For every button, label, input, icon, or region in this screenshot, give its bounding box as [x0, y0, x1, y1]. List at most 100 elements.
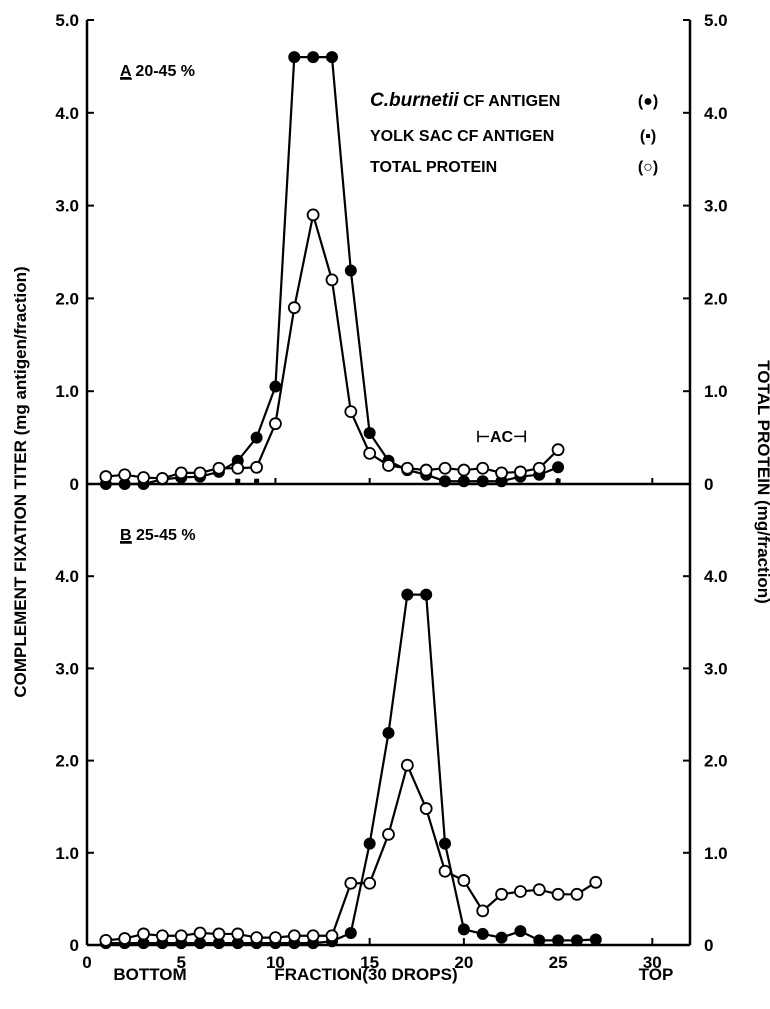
- panel-range: 20-45 %: [131, 63, 195, 80]
- data-point-open: [344, 876, 358, 890]
- data-point-open: [250, 460, 263, 474]
- series-filled-circle: [99, 51, 565, 490]
- y-axis-title-left: COMPLEMENT FIXATION TITER (mg antigen/fr…: [11, 266, 30, 697]
- data-point-open: [532, 883, 546, 897]
- data-point-square: [555, 478, 561, 484]
- legend-label-text: TOTAL PROTEIN: [370, 159, 497, 176]
- legend-symbol: (●): [638, 93, 658, 110]
- series-open-circle: [99, 208, 565, 485]
- data-point-open: [476, 461, 490, 475]
- data-point-open: [174, 466, 188, 480]
- data-point-open: [174, 929, 188, 943]
- y-tick-label-right: 0: [704, 475, 713, 494]
- data-point-open: [212, 927, 226, 941]
- data-point-open: [363, 446, 377, 460]
- y-tick-label-right: 1.0: [704, 844, 728, 863]
- data-point-filled: [325, 51, 338, 64]
- x-tick-label: 15: [360, 953, 379, 972]
- data-point-open: [325, 929, 339, 943]
- data-point-open: [306, 929, 320, 943]
- y-tick-label-right: 0: [704, 936, 713, 955]
- data-point-filled: [552, 461, 565, 474]
- data-point-filled: [439, 475, 452, 488]
- data-point-filled: [344, 927, 357, 940]
- data-point-filled: [495, 931, 508, 944]
- y-tick-label-right: 5.0: [704, 11, 728, 30]
- x-tick-label: 5: [176, 953, 185, 972]
- data-point-open: [137, 927, 150, 941]
- data-point-open: [419, 463, 433, 477]
- y-tick-label-left: 1.0: [55, 382, 79, 401]
- data-point-open: [551, 887, 565, 901]
- y-tick-label-left: 4.0: [55, 567, 79, 586]
- data-point-open: [193, 466, 207, 480]
- legend-label: C.burnetii CF ANTIGEN: [370, 90, 560, 111]
- data-point-filled: [476, 927, 489, 940]
- data-point-filled: [420, 588, 433, 601]
- axes-layer: [85, 19, 692, 947]
- data-point-open: [269, 931, 282, 945]
- data-point-open: [419, 802, 433, 815]
- y-tick-label-right: 4.0: [704, 567, 728, 586]
- y-axis-title-right: TOTAL PROTEIN (mg/fraction): [754, 360, 770, 604]
- legend-label-text: YOLK SAC CF ANTIGEN: [370, 128, 554, 145]
- data-point-open: [99, 933, 113, 947]
- y-tick-label-left: 0: [70, 936, 79, 955]
- data-point-open: [532, 461, 546, 475]
- series-layer: [99, 51, 603, 950]
- series-open-circle: [99, 758, 603, 947]
- x-tick-label: 0: [82, 953, 91, 972]
- data-point-filled: [363, 426, 376, 439]
- panel-label: A 20-45 %: [120, 63, 195, 80]
- data-point-filled: [269, 380, 282, 393]
- y-tick-label-left: 0: [70, 475, 79, 494]
- data-point-filled: [288, 51, 301, 64]
- data-point-open: [382, 827, 395, 841]
- data-point-open: [287, 929, 301, 943]
- data-point-open: [99, 470, 113, 483]
- data-point-open: [250, 931, 263, 945]
- legend-label: YOLK SAC CF ANTIGEN: [370, 128, 554, 145]
- data-point-open: [306, 208, 320, 222]
- data-point-open: [570, 887, 584, 901]
- series-line: [105, 56, 559, 486]
- x-axis-title: FRACTION(30 DROPS): [274, 965, 457, 984]
- data-point-open: [269, 417, 282, 431]
- y-tick-label-right: 3.0: [704, 659, 728, 678]
- data-point-open: [118, 932, 132, 945]
- data-point-open: [118, 468, 132, 482]
- data-point-open: [231, 927, 245, 941]
- data-point-filled: [382, 726, 395, 739]
- panel-letter: B: [120, 527, 132, 544]
- panel-letter: A: [120, 63, 132, 80]
- data-point-filled: [589, 933, 602, 946]
- data-point-open: [363, 876, 377, 890]
- data-point-filled: [457, 475, 470, 488]
- y-tick-label-left: 1.0: [55, 844, 79, 863]
- panel-range: 25-45 %: [132, 527, 196, 544]
- y-tick-label-right: 4.0: [704, 104, 728, 123]
- x-tick-label: 10: [266, 953, 285, 972]
- y-tick-label-left: 2.0: [55, 752, 79, 771]
- data-point-filled: [552, 934, 565, 947]
- x-axis-bottom-label: BOTTOM: [113, 965, 186, 984]
- legend-label-text: CF ANTIGEN: [459, 93, 561, 110]
- legend-symbol: (▪): [640, 128, 656, 145]
- y-tick-label-right: 2.0: [704, 289, 728, 308]
- y-tick-label-right: 2.0: [704, 752, 728, 771]
- data-point-square: [235, 478, 241, 484]
- data-point-filled: [344, 264, 357, 277]
- data-point-open: [382, 459, 395, 472]
- x-axis-top-label: TOP: [639, 965, 674, 984]
- y-tick-label-right: 3.0: [704, 197, 728, 216]
- data-point-filled: [476, 475, 489, 488]
- data-point-open: [155, 929, 169, 943]
- series-filled-circle: [99, 588, 602, 950]
- data-point-open: [476, 904, 490, 918]
- data-point-filled: [570, 934, 583, 947]
- data-point-filled: [250, 431, 263, 444]
- data-point-open: [551, 443, 565, 457]
- data-point-open: [495, 466, 508, 480]
- data-point-filled: [401, 588, 414, 601]
- legend-symbol: (○): [638, 159, 658, 176]
